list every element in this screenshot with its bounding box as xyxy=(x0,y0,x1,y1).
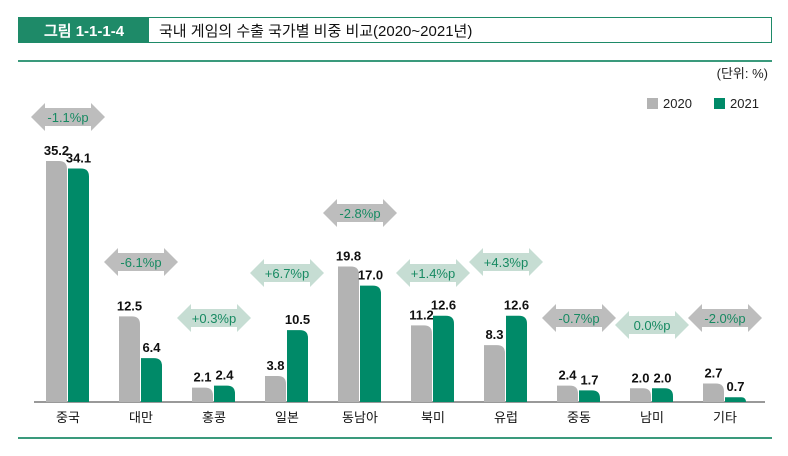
change-arrow xyxy=(615,311,689,339)
figure-label: 그림 1-1-1-4 xyxy=(19,18,149,42)
change-label: -0.7%p xyxy=(558,311,599,326)
category-label: 남미 xyxy=(640,410,664,425)
bar-2021 xyxy=(433,315,454,402)
change-label: -2.0%p xyxy=(704,311,745,326)
change-arrow xyxy=(250,259,324,287)
change-arrow xyxy=(323,199,397,227)
data-label-2020: 2.1 xyxy=(193,370,211,385)
change-label: -2.8%p xyxy=(339,206,380,221)
bar-2021 xyxy=(725,397,746,402)
unit-label: (단위: %) xyxy=(717,66,768,81)
figure-header: 그림 1-1-1-4 국내 게임의 수출 국가별 비중 비교(2020~2021… xyxy=(18,17,772,43)
bar-2020 xyxy=(557,385,578,402)
change-arrow xyxy=(177,304,251,332)
data-label-2020: 35.2 xyxy=(44,143,69,158)
change-arrow xyxy=(469,248,543,276)
legend-swatch-2020 xyxy=(647,98,658,109)
category-label: 기타 xyxy=(713,410,737,425)
bar-2020 xyxy=(119,316,140,402)
change-arrow xyxy=(688,304,762,332)
bar-2020 xyxy=(411,325,432,402)
change-label: +0.3%p xyxy=(192,311,236,326)
change-label: -6.1%p xyxy=(120,255,161,270)
category-label: 홍콩 xyxy=(202,410,226,425)
data-label-2020: 2.7 xyxy=(704,366,722,381)
bar-2020 xyxy=(46,161,67,402)
bar-2021 xyxy=(652,388,673,402)
bar-2021 xyxy=(506,315,527,402)
data-label-2020: 2.4 xyxy=(558,368,577,383)
data-label-2021: 1.7 xyxy=(580,372,598,387)
data-label-2021: 0.7 xyxy=(726,379,744,394)
change-label: +1.4%p xyxy=(411,266,455,281)
data-label-2020: 8.3 xyxy=(485,327,503,342)
data-label-2021: 12.6 xyxy=(504,298,529,313)
data-label-2021: 2.0 xyxy=(653,370,671,385)
category-label: 북미 xyxy=(421,410,445,425)
data-label-2021: 10.5 xyxy=(285,312,310,327)
data-label-2021: 6.4 xyxy=(142,340,161,355)
bar-2021 xyxy=(360,285,381,402)
bar-2021 xyxy=(579,390,600,402)
bar-2021 xyxy=(214,385,235,402)
category-label: 일본 xyxy=(275,410,299,425)
data-label-2021: 2.4 xyxy=(215,368,234,383)
change-label: +4.3%p xyxy=(484,255,528,270)
change-label: 0.0%p xyxy=(634,318,671,333)
bar-2021 xyxy=(141,358,162,402)
category-label: 중국 xyxy=(56,410,80,425)
data-label-2020: 11.2 xyxy=(409,307,434,322)
bar-2020 xyxy=(630,388,651,402)
bar-2020 xyxy=(265,375,286,402)
change-arrow xyxy=(31,103,105,131)
change-arrow xyxy=(104,248,178,276)
data-label-2021: 17.0 xyxy=(358,268,383,283)
legend-label-2021: 2021 xyxy=(730,96,759,111)
bar-2020 xyxy=(703,383,724,402)
data-label-2021: 34.1 xyxy=(66,151,91,166)
category-label: 유럽 xyxy=(494,410,518,425)
change-label: -1.1%p xyxy=(47,110,88,125)
category-label: 동남아 xyxy=(342,410,378,425)
bar-2020 xyxy=(192,387,213,402)
category-label: 중동 xyxy=(567,410,591,425)
change-arrow xyxy=(542,304,616,332)
data-label-2020: 12.5 xyxy=(117,298,142,313)
bar-2021 xyxy=(287,330,308,402)
data-label-2021: 12.6 xyxy=(431,298,456,313)
category-label: 대만 xyxy=(129,410,153,425)
bar-2021 xyxy=(68,168,89,402)
data-label-2020: 19.8 xyxy=(336,248,361,263)
data-label-2020: 2.0 xyxy=(631,370,649,385)
legend-label-2020: 2020 xyxy=(663,96,692,111)
figure-title: 국내 게임의 수출 국가별 비중 비교(2020~2021년) xyxy=(159,22,473,40)
bar-2020 xyxy=(484,345,505,402)
change-arrow xyxy=(396,259,470,287)
bar-2020 xyxy=(338,266,359,402)
data-label-2020: 3.8 xyxy=(266,358,284,373)
legend-swatch-2021 xyxy=(714,98,725,109)
change-label: +6.7%p xyxy=(265,266,309,281)
